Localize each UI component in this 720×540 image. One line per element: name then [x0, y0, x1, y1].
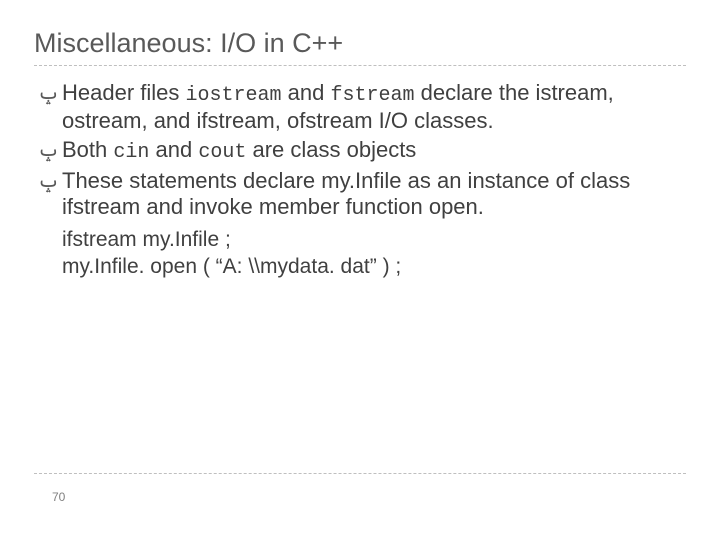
- text-span: are class objects: [246, 137, 416, 162]
- bullet-item: ݒThese statements declare my.Infile as a…: [34, 168, 686, 222]
- text-span: and: [149, 137, 198, 162]
- slide-title: Miscellaneous: I/O in C++: [34, 28, 686, 59]
- bullet-marker-icon: ݒ: [38, 171, 59, 193]
- code-span: iostream: [186, 84, 282, 107]
- text-span: These statements declare my.Infile as an…: [62, 168, 630, 220]
- code-line: my.Infile. open ( “A: \\mydata. dat” ) ;: [62, 254, 686, 280]
- slide: Miscellaneous: I/O in C++ ݒHeader files …: [0, 0, 720, 540]
- bullet-item: ݒBoth cin and cout are class objects: [34, 137, 686, 165]
- code-span: cin: [113, 141, 149, 164]
- title-divider: [34, 65, 686, 66]
- bullet-item: ݒHeader files iostream and fstream decla…: [34, 80, 686, 135]
- page-number: 70: [52, 490, 65, 504]
- text-span: Both: [62, 137, 113, 162]
- bullet-list: ݒHeader files iostream and fstream decla…: [34, 80, 686, 221]
- text-span: Header files: [62, 80, 186, 105]
- code-span: cout: [198, 141, 246, 164]
- text-span: and: [282, 80, 331, 105]
- code-line: ifstream my.Infile ;: [62, 227, 686, 253]
- code-block: ifstream my.Infile ;my.Infile. open ( “A…: [62, 227, 686, 280]
- footer-divider: [34, 473, 686, 474]
- bullet-marker-icon: ݒ: [38, 83, 59, 105]
- code-span: fstream: [330, 84, 414, 107]
- bullet-marker-icon: ݒ: [38, 140, 59, 162]
